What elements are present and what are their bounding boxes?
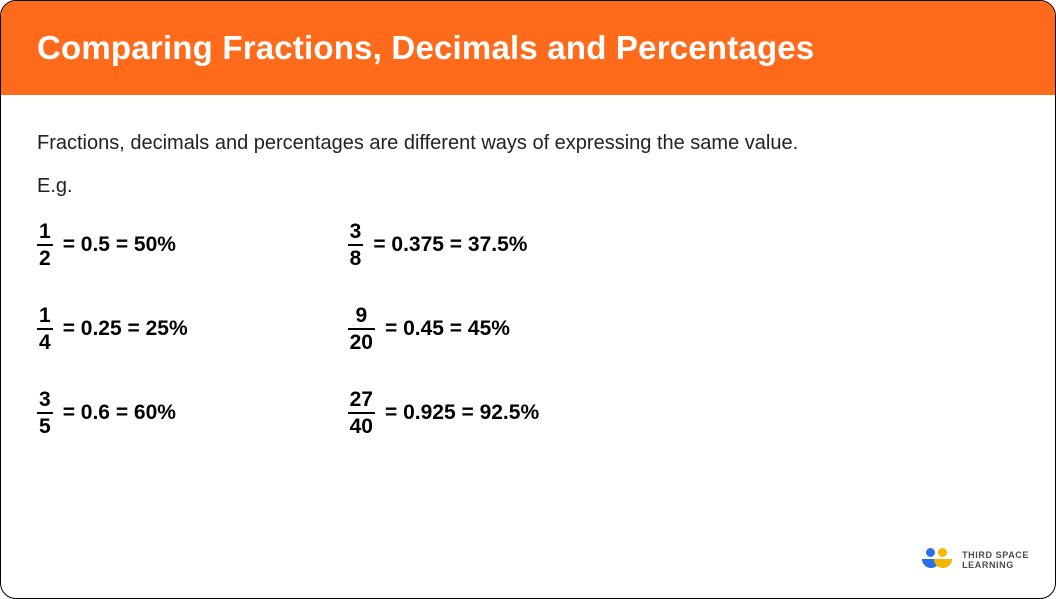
fraction-denominator: 2 <box>37 244 53 270</box>
example-equivalence: = 0.5 = 50% <box>63 233 176 257</box>
example-item: 3 5 = 0.6 = 60% <box>37 388 188 438</box>
fraction-denominator: 5 <box>37 412 53 438</box>
examples-col-1: 1 2 = 0.5 = 50% 1 4 = 0.25 = 25% 3 5 <box>37 220 188 439</box>
fraction: 27 40 <box>348 388 375 438</box>
fraction-numerator: 9 <box>353 304 369 328</box>
fraction-denominator: 8 <box>348 244 364 270</box>
page-title: Comparing Fractions, Decimals and Percen… <box>37 29 1019 67</box>
brand-line-1: THIRD SPACE <box>962 550 1029 560</box>
lesson-card: Comparing Fractions, Decimals and Percen… <box>0 0 1056 599</box>
example-label: E.g. <box>37 175 1019 198</box>
example-equivalence: = 0.25 = 25% <box>63 317 188 341</box>
example-equivalence: = 0.925 = 92.5% <box>385 401 539 425</box>
fraction-denominator: 40 <box>348 412 375 438</box>
fraction-denominator: 4 <box>37 328 53 354</box>
example-item: 27 40 = 0.925 = 92.5% <box>348 388 540 438</box>
example-equivalence: = 0.375 = 37.5% <box>373 233 527 257</box>
fraction: 1 4 <box>37 304 53 354</box>
brand-logo-icon <box>922 548 954 572</box>
brand-line-2: LEARNING <box>962 560 1029 570</box>
example-item: 9 20 = 0.45 = 45% <box>348 304 540 354</box>
card-body: Fractions, decimals and percentages are … <box>1 95 1055 459</box>
example-item: 1 2 = 0.5 = 50% <box>37 220 188 270</box>
fraction-denominator: 20 <box>348 328 375 354</box>
card-header: Comparing Fractions, Decimals and Percen… <box>1 1 1055 95</box>
examples-grid: 1 2 = 0.5 = 50% 1 4 = 0.25 = 25% 3 5 <box>37 220 1019 439</box>
brand-logo-text: THIRD SPACE LEARNING <box>962 550 1029 571</box>
example-item: 3 8 = 0.375 = 37.5% <box>348 220 540 270</box>
example-equivalence: = 0.45 = 45% <box>385 317 510 341</box>
example-item: 1 4 = 0.25 = 25% <box>37 304 188 354</box>
intro-text: Fractions, decimals and percentages are … <box>37 125 857 161</box>
fraction-numerator: 3 <box>37 388 53 412</box>
fraction-numerator: 1 <box>37 220 53 244</box>
fraction: 1 2 <box>37 220 53 270</box>
fraction-numerator: 1 <box>37 304 53 328</box>
example-equivalence: = 0.6 = 60% <box>63 401 176 425</box>
fraction: 3 5 <box>37 388 53 438</box>
fraction-numerator: 3 <box>348 220 364 244</box>
brand-logo: THIRD SPACE LEARNING <box>922 548 1029 572</box>
examples-col-2: 3 8 = 0.375 = 37.5% 9 20 = 0.45 = 45% 27 <box>348 220 540 439</box>
fraction: 9 20 <box>348 304 375 354</box>
fraction-numerator: 27 <box>348 388 375 412</box>
fraction: 3 8 <box>348 220 364 270</box>
